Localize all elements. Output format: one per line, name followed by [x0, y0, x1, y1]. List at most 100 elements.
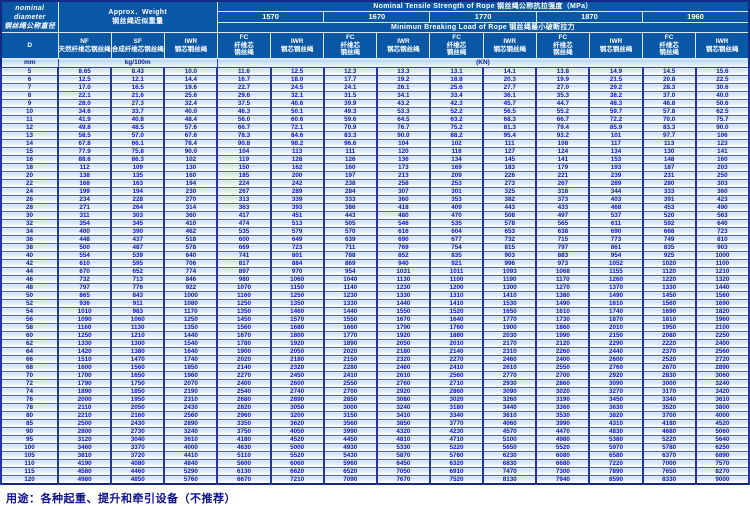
value-cell: 3520: [641, 403, 697, 412]
value-cell: 17.0: [56, 83, 113, 92]
value-cell: 88.2: [428, 131, 485, 140]
value-cell: 1230: [375, 283, 431, 292]
value-cell: 4050: [269, 427, 325, 436]
value-cell: 4580: [56, 467, 113, 476]
value-cell: 732: [482, 235, 538, 244]
table-row: 76 2000 1950 2310 2680 2890 2850 3080 3020 3260 31…: [0, 395, 750, 404]
diameter-cell: 38: [0, 243, 59, 252]
value-cell: 22.1: [56, 91, 113, 100]
value-cell: 148: [641, 155, 697, 164]
value-cell: 230: [163, 187, 219, 196]
value-cell: 1210: [694, 267, 750, 276]
table-row: 60 1250 1210 1440 1670 1800 1770 1920 1880 2030 19…: [0, 331, 750, 340]
value-cell: 2500: [56, 419, 113, 428]
value-cell: 640: [694, 219, 750, 228]
value-cell: 224: [216, 179, 272, 188]
value-cell: 1370: [588, 283, 644, 292]
value-cell: 301: [428, 187, 485, 196]
value-cell: 835: [428, 251, 485, 260]
table-row: 50 865 843 1000 1160 1250 1230 1330 1310 1410 1380…: [0, 291, 750, 300]
value-cell: 669: [216, 243, 272, 252]
diameter-symbol-header: D: [0, 32, 59, 59]
value-cell: 1460: [269, 307, 325, 316]
diameter-cell: 76: [0, 395, 59, 404]
diameter-cell: 100: [0, 443, 59, 452]
value-cell: 1250: [163, 315, 219, 324]
value-cell: 311: [56, 211, 113, 220]
weight-unit-cell: kg/100m: [57, 58, 218, 68]
value-cell: 234: [56, 195, 113, 204]
value-cell: 940: [375, 259, 431, 268]
diameter-cell: 16: [0, 155, 59, 164]
value-cell: 124: [535, 147, 591, 156]
value-cell: 884: [269, 259, 325, 268]
value-cell: 433: [535, 203, 591, 212]
diameter-cell: 28: [0, 203, 59, 212]
value-cell: 1920: [375, 331, 431, 340]
table-row: 13 58.5 57.0 67.6 78.3 84.6 83.3 90.0 88.2 95.4 93…: [0, 131, 750, 140]
value-cell: 1600: [56, 363, 113, 372]
value-cell: 138: [56, 171, 113, 180]
diameter-cell: 70: [0, 371, 59, 380]
value-cell: 258: [375, 179, 431, 188]
table-row: 38 500 487 578 669 723 711 769 754 815 797 861 835 90…: [0, 243, 750, 252]
table-row: 100 3460 3370 4000 4630 5000 4930 5330 5220 5650 5…: [0, 443, 750, 452]
value-cell: 10.0: [163, 67, 219, 76]
value-cell: 197: [322, 171, 378, 180]
value-cell: 18.0: [269, 75, 325, 84]
value-cell: 360: [694, 187, 750, 196]
value-cell: 518: [163, 235, 219, 244]
table-row: 14 67.8 66.1 78.4 90.8 98.2 96.6 104 102 111 108 11…: [0, 139, 750, 148]
value-cell: 4470: [535, 427, 591, 436]
value-cell: 57.0: [110, 131, 166, 140]
value-cell: 27.3: [110, 99, 166, 108]
value-cell: 8.65: [56, 67, 113, 76]
value-cell: 468: [588, 203, 644, 212]
value-cell: 1440: [694, 283, 750, 292]
value-cell: 8270: [694, 467, 750, 476]
diameter-cell: 24: [0, 187, 59, 196]
value-cell: 2160: [110, 411, 166, 420]
value-cell: 500: [56, 243, 113, 252]
value-cell: 2050: [375, 339, 431, 348]
value-cell: 78.3: [216, 131, 272, 140]
value-cell: 497: [535, 211, 591, 220]
value-cell: 2700: [322, 387, 378, 396]
value-cell: 611: [588, 219, 644, 228]
value-cell: 5430: [322, 451, 378, 460]
value-cell: 2050: [269, 347, 325, 356]
value-cell: 3240: [375, 403, 431, 412]
value-cell: 1560: [110, 363, 166, 372]
value-cell: 1950: [641, 323, 697, 332]
value-cell: 34.1: [375, 91, 431, 100]
iwr-1770-column-header: IWR 钢芯钢丝绳: [482, 32, 537, 59]
value-cell: 604: [428, 227, 485, 236]
value-cell: 490: [694, 203, 750, 212]
diameter-cell: 60: [0, 331, 59, 340]
value-cell: 6080: [535, 451, 591, 460]
value-cell: 1100: [694, 259, 750, 268]
value-cell: 2410: [428, 363, 485, 372]
value-cell: 280: [641, 179, 697, 188]
value-cell: 264: [110, 203, 166, 212]
value-cell: 5100: [482, 435, 538, 444]
value-cell: 22.7: [216, 83, 272, 92]
value-cell: 2410: [322, 371, 378, 380]
value-cell: 34.6: [56, 107, 113, 116]
value-cell: 41.9: [56, 115, 113, 124]
value-cell: 2140: [428, 347, 485, 356]
value-cell: 578: [163, 243, 219, 252]
value-cell: 4680: [641, 427, 697, 436]
value-cell: 610: [56, 259, 113, 268]
value-cell: 3360: [535, 403, 591, 412]
value-cell: 109: [110, 163, 166, 172]
value-cell: 307: [375, 187, 431, 196]
value-cell: 6580: [588, 451, 644, 460]
value-cell: 980: [216, 275, 272, 284]
value-cell: 1000: [163, 291, 219, 300]
value-cell: 4980: [56, 475, 113, 484]
value-cell: 2010: [428, 339, 485, 348]
value-cell: 865: [56, 291, 113, 300]
value-cell: 5330: [375, 443, 431, 452]
value-cell: 333: [641, 187, 697, 196]
